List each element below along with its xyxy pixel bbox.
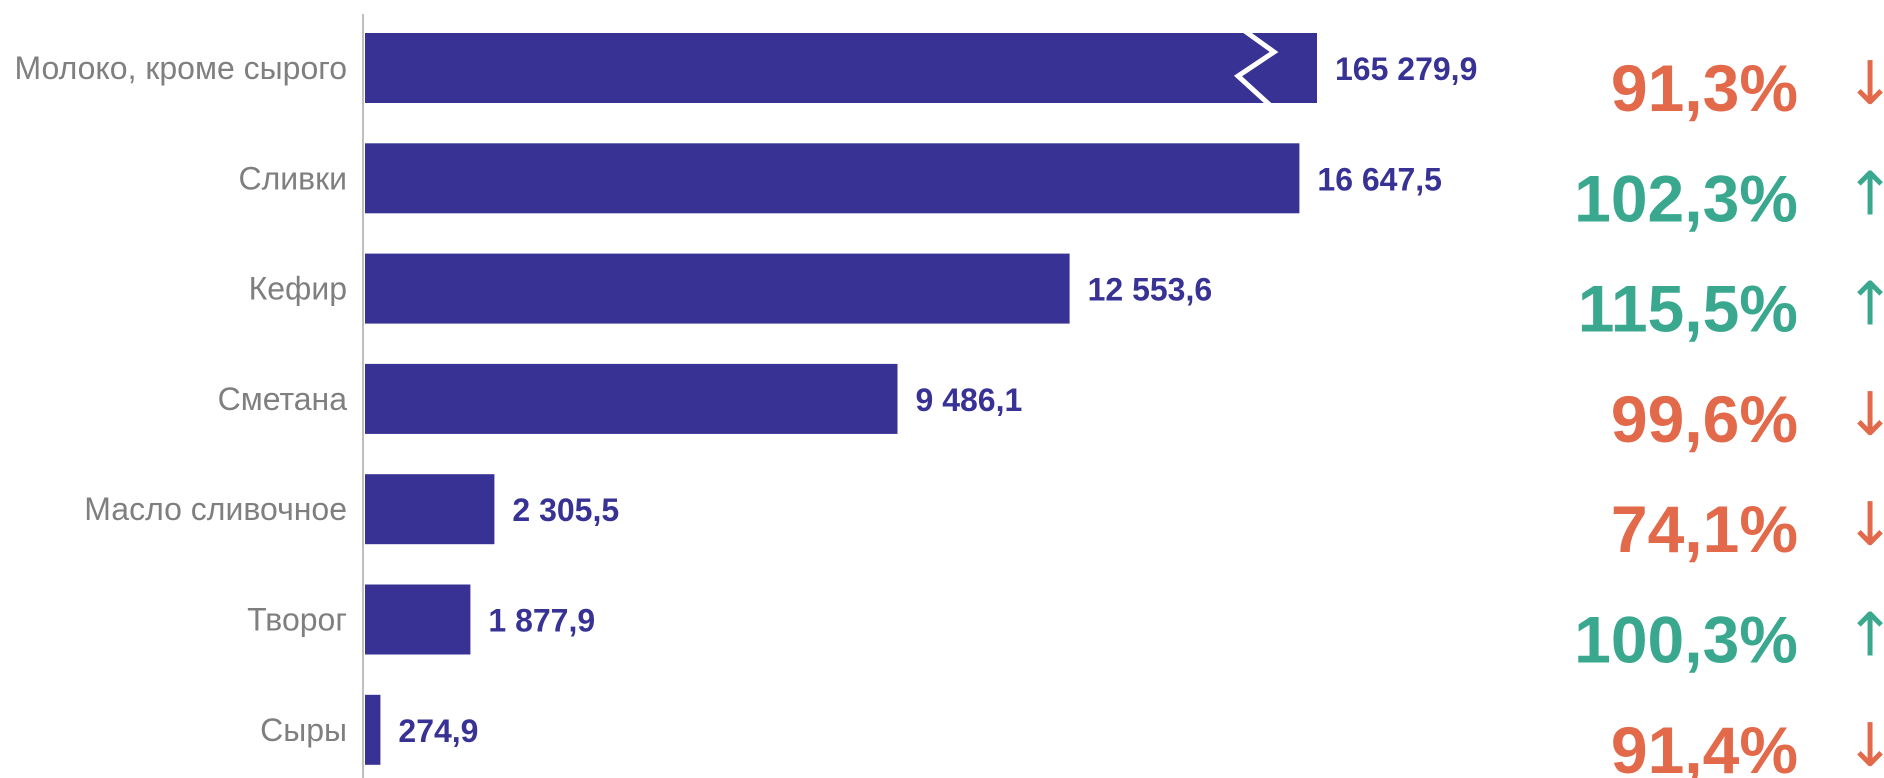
value-label-6: 274,9: [398, 713, 478, 749]
value-label-0: 165 279,9: [1335, 51, 1477, 87]
value-label-5: 1 877,9: [488, 603, 595, 639]
bar-3: [365, 363, 898, 434]
bar-0: [365, 33, 1317, 103]
category-label-0: Молоко, кроме сырого: [14, 50, 347, 86]
bar-4: [365, 474, 495, 545]
bar-2: [365, 253, 1070, 324]
percent-label-6: 91,4%: [1611, 713, 1798, 778]
category-label-5: Творог: [247, 602, 347, 638]
percent-label-1: 102,3%: [1574, 161, 1798, 235]
percent-label-0: 91,3%: [1611, 51, 1798, 125]
category-label-3: Сметана: [218, 381, 348, 417]
arrow-up-icon: ↑: [1845, 159, 1884, 229]
arrow-down-icon: ↓: [1845, 380, 1884, 450]
percent-label-3: 99,6%: [1611, 382, 1798, 456]
arrow-down-icon: ↓: [1845, 711, 1884, 778]
category-label-6: Сыры: [260, 712, 347, 748]
bar-1: [365, 143, 1300, 214]
category-label-2: Кефир: [249, 271, 347, 307]
bar-5: [365, 584, 471, 655]
category-label-1: Сливки: [238, 160, 347, 196]
arrow-down-icon: ↓: [1845, 49, 1884, 119]
labels: Молоко, кроме сырого 165 279,9 91,3% ↓ Сливк…: [14, 49, 1884, 778]
percent-label-5: 100,3%: [1574, 603, 1798, 677]
arrow-up-icon: ↑: [1845, 270, 1884, 340]
percent-label-2: 115,5%: [1578, 272, 1798, 346]
arrow-up-icon: ↑: [1845, 601, 1884, 671]
arrow-down-icon: ↓: [1845, 490, 1884, 560]
value-label-4: 2 305,5: [512, 492, 619, 528]
bars: [365, 26, 1317, 765]
value-label-3: 9 486,1: [916, 382, 1023, 418]
category-label-4: Масло сливочное: [84, 491, 347, 527]
percent-label-4: 74,1%: [1611, 492, 1798, 566]
bar-6: [365, 694, 381, 765]
value-label-2: 12 553,6: [1088, 272, 1213, 308]
axis-break-mark: [1233, 26, 1279, 109]
value-label-1: 16 647,5: [1317, 161, 1442, 197]
